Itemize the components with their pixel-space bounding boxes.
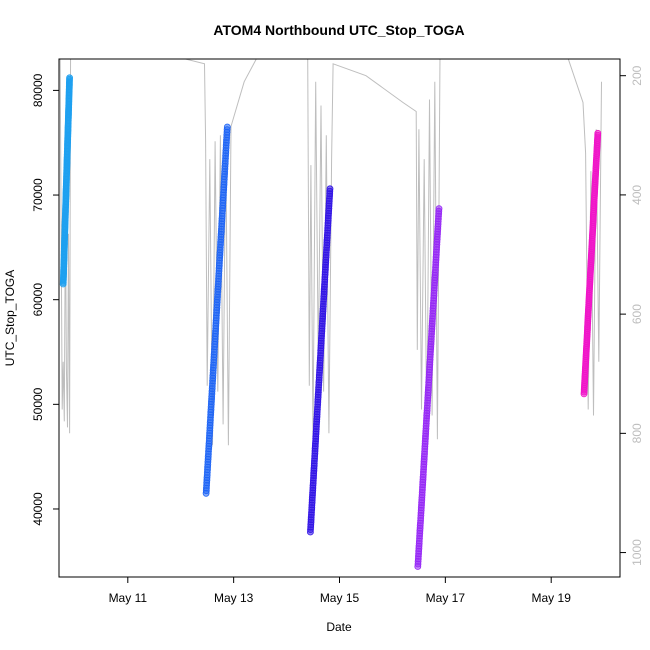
y-axis-label: UTC_Stop_TOGA	[3, 270, 17, 366]
x-axis: May 11 May 13 May 15 May 17 May 19	[109, 577, 572, 605]
x-tick-label: May 11	[109, 591, 148, 605]
gray-line-layer	[59, 59, 602, 446]
y2-tick-label: 800	[630, 423, 644, 443]
data-point	[223, 123, 231, 131]
x-tick-label: May 15	[320, 591, 360, 605]
plot-frame	[58, 58, 621, 578]
series-points-layer	[59, 74, 602, 570]
y-axis: 40000 50000 60000 70000 80000	[31, 73, 59, 526]
x-axis-label: Date	[326, 620, 352, 634]
y2-tick-label: 1000	[630, 539, 644, 566]
data-point	[66, 74, 73, 82]
data-point	[594, 129, 602, 137]
gray-series-line	[59, 59, 602, 446]
data-point	[326, 185, 334, 193]
y-tick-label: 40000	[31, 492, 45, 526]
x-tick-label: May 17	[426, 591, 466, 605]
x-tick-label: May 19	[532, 591, 572, 605]
x-tick-label: May 13	[214, 591, 254, 605]
data-point	[435, 205, 443, 213]
y2-tick-label: 400	[630, 185, 644, 205]
y2-tick-label: 600	[630, 304, 644, 324]
secondary-y-axis: 200 400 600 800 1000	[620, 65, 644, 566]
y-tick-label: 70000	[31, 178, 45, 212]
y-tick-label: 80000	[31, 73, 45, 107]
y-tick-label: 50000	[31, 387, 45, 421]
chart-title: ATOM4 Northbound UTC_Stop_TOGA	[213, 22, 464, 38]
y2-tick-label: 200	[630, 65, 644, 85]
y-tick-label: 60000	[31, 283, 45, 317]
